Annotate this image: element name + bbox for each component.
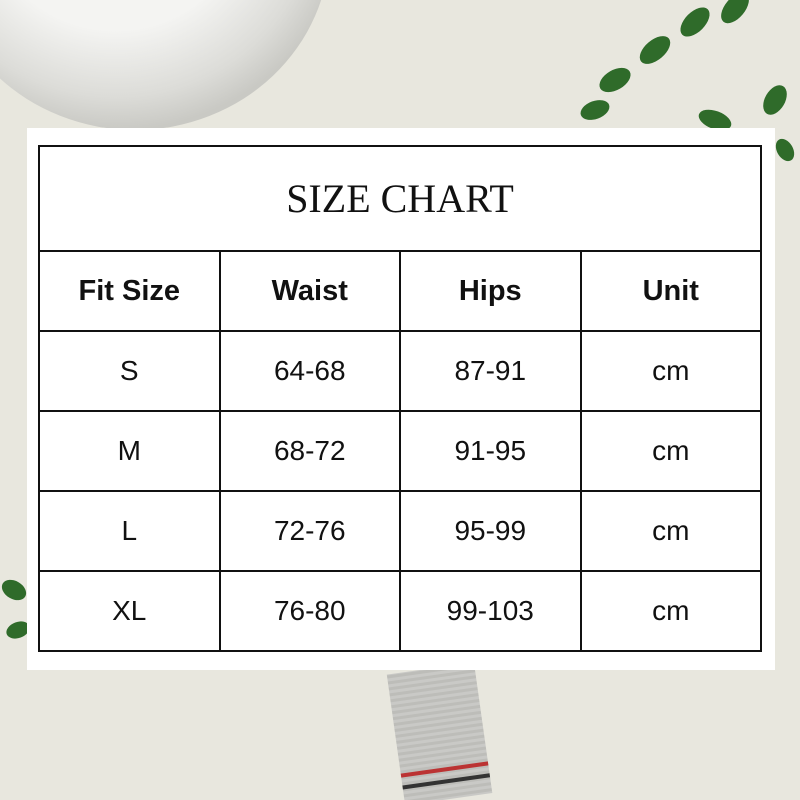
cell-unit: cm — [579, 330, 762, 412]
cell-unit: cm — [579, 490, 762, 572]
cell-hips: 95-99 — [399, 490, 582, 572]
cell-waist: 76-80 — [218, 570, 401, 652]
header-unit: Unit — [579, 250, 762, 332]
size-chart-table: SIZE CHART Fit Size Waist Hips Unit S 64-… — [38, 145, 762, 652]
table-row: XL 76-80 99-103 cm — [38, 570, 762, 652]
table-title-cell: SIZE CHART — [38, 145, 762, 252]
cell-hips: 99-103 — [399, 570, 582, 652]
header-hips: Hips — [399, 250, 582, 332]
leaves-decoration — [1, 0, 795, 639]
cell-hips: 91-95 — [399, 410, 582, 492]
cell-unit: cm — [579, 570, 762, 652]
table-row: M 68-72 91-95 cm — [38, 410, 762, 492]
table-row: S 64-68 87-91 cm — [38, 330, 762, 412]
header-waist: Waist — [218, 250, 401, 332]
cell-waist: 72-76 — [218, 490, 401, 572]
cell-size: L — [38, 490, 221, 572]
cell-hips: 87-91 — [399, 330, 582, 412]
header-row: Fit Size Waist Hips Unit — [38, 250, 762, 332]
header-fit-size: Fit Size — [38, 250, 221, 332]
strap-decoration — [386, 662, 493, 800]
cell-size: S — [38, 330, 221, 412]
table-row: L 72-76 95-99 cm — [38, 490, 762, 572]
plate-background — [0, 0, 322, 130]
table-title: SIZE CHART — [286, 176, 514, 221]
cell-unit: cm — [579, 410, 762, 492]
cell-waist: 64-68 — [218, 330, 401, 412]
cell-size: XL — [38, 570, 221, 652]
cell-size: M — [38, 410, 221, 492]
cell-waist: 68-72 — [218, 410, 401, 492]
